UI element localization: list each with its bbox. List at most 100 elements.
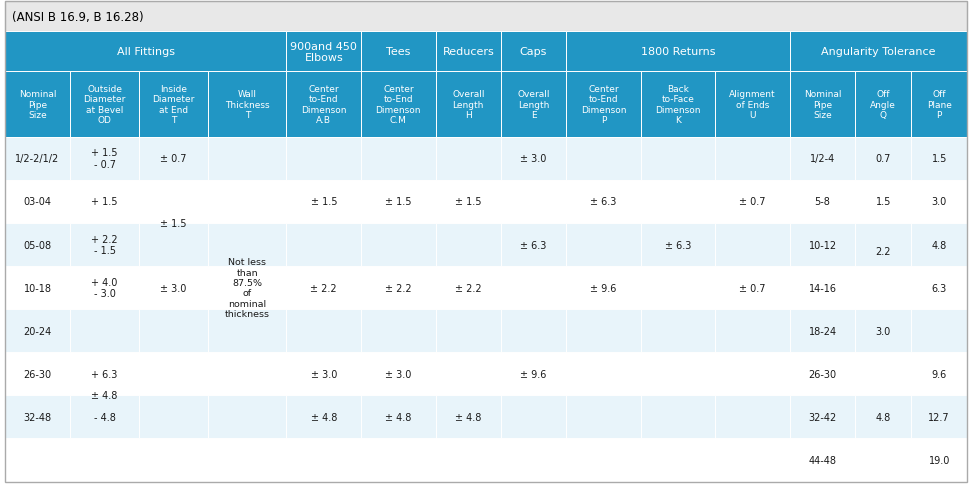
- Bar: [566, 310, 641, 352]
- Bar: [361, 137, 435, 181]
- Bar: [641, 181, 715, 224]
- Text: ± 4.8: ± 4.8: [385, 412, 411, 422]
- Text: Center
to-End
Dimenson
C.M: Center to-End Dimenson C.M: [375, 85, 421, 125]
- Text: 5-8: 5-8: [815, 197, 830, 207]
- Text: ± 0.7: ± 0.7: [740, 197, 766, 207]
- Bar: [501, 224, 566, 267]
- Bar: [208, 72, 287, 137]
- Text: ± 9.6: ± 9.6: [590, 283, 616, 293]
- Text: ± 0.7: ± 0.7: [740, 283, 766, 293]
- Bar: [501, 267, 566, 310]
- Text: 32-42: 32-42: [809, 412, 837, 422]
- Bar: [641, 439, 715, 482]
- Bar: [566, 32, 790, 72]
- Text: Overall
Length
H: Overall Length H: [452, 90, 484, 120]
- Text: ± 2.2: ± 2.2: [385, 283, 412, 293]
- Bar: [911, 267, 967, 310]
- Bar: [208, 395, 287, 439]
- Bar: [501, 181, 566, 224]
- Bar: [641, 395, 715, 439]
- Bar: [208, 439, 287, 482]
- Bar: [361, 352, 435, 395]
- Text: Off
Angle
Q: Off Angle Q: [870, 90, 896, 120]
- Bar: [435, 181, 501, 224]
- Bar: [641, 352, 715, 395]
- Bar: [5, 181, 70, 224]
- Text: 18-24: 18-24: [809, 326, 837, 336]
- Bar: [790, 395, 855, 439]
- Text: All Fittings: All Fittings: [117, 47, 175, 57]
- Text: ± 4.8: ± 4.8: [311, 412, 337, 422]
- Bar: [208, 137, 287, 181]
- Bar: [501, 32, 566, 72]
- Bar: [855, 310, 911, 352]
- Bar: [911, 439, 967, 482]
- Bar: [70, 352, 139, 395]
- Text: Nominal
Pipe
Size: Nominal Pipe Size: [804, 90, 842, 120]
- Bar: [208, 267, 287, 310]
- Bar: [855, 181, 911, 224]
- Bar: [911, 181, 967, 224]
- Text: Alignment
of Ends
U: Alignment of Ends U: [729, 90, 776, 120]
- Bar: [715, 439, 790, 482]
- Bar: [911, 352, 967, 395]
- Text: ± 6.3: ± 6.3: [520, 240, 546, 250]
- Text: 0.7: 0.7: [876, 154, 891, 164]
- Text: 3.0: 3.0: [931, 197, 947, 207]
- Bar: [287, 395, 361, 439]
- Bar: [566, 267, 641, 310]
- Text: 12.7: 12.7: [928, 412, 950, 422]
- Bar: [435, 439, 501, 482]
- Bar: [361, 224, 435, 267]
- Bar: [855, 137, 911, 181]
- Bar: [208, 352, 287, 395]
- Text: 10-18: 10-18: [23, 283, 52, 293]
- Bar: [435, 224, 501, 267]
- Text: Nominal
Pipe
Size: Nominal Pipe Size: [18, 90, 56, 120]
- Bar: [790, 439, 855, 482]
- Bar: [70, 395, 139, 439]
- Text: Center
to-End
Dimenson
P: Center to-End Dimenson P: [580, 85, 626, 125]
- Text: 05-08: 05-08: [23, 240, 52, 250]
- Text: 03-04: 03-04: [23, 197, 52, 207]
- Bar: [208, 310, 287, 352]
- Bar: [855, 267, 911, 310]
- Bar: [911, 224, 967, 267]
- Bar: [70, 395, 139, 439]
- Bar: [715, 224, 790, 267]
- Text: ± 1.5: ± 1.5: [160, 218, 187, 228]
- Text: ± 9.6: ± 9.6: [520, 369, 546, 379]
- Text: Center
to-End
Dimenson
A.B: Center to-End Dimenson A.B: [301, 85, 346, 125]
- Bar: [361, 439, 435, 482]
- Bar: [287, 352, 361, 395]
- Text: Reducers: Reducers: [442, 47, 494, 57]
- Bar: [790, 267, 855, 310]
- Bar: [715, 181, 790, 224]
- Bar: [287, 72, 361, 137]
- Text: 1/2-4: 1/2-4: [810, 154, 835, 164]
- Bar: [208, 181, 287, 224]
- Text: ± 1.5: ± 1.5: [455, 197, 481, 207]
- Bar: [566, 395, 641, 439]
- Text: 14-16: 14-16: [809, 283, 837, 293]
- Bar: [139, 439, 208, 482]
- Bar: [790, 310, 855, 352]
- Text: 6.3: 6.3: [931, 283, 947, 293]
- Text: 1.5: 1.5: [876, 197, 891, 207]
- Bar: [139, 72, 208, 137]
- Bar: [855, 439, 911, 482]
- Text: (ANSI B 16.9, B 16.28): (ANSI B 16.9, B 16.28): [12, 11, 143, 24]
- Bar: [790, 181, 855, 224]
- Bar: [208, 395, 287, 439]
- Text: ± 3.0: ± 3.0: [160, 283, 187, 293]
- Bar: [139, 352, 208, 395]
- Text: Off
Plane
P: Off Plane P: [926, 90, 952, 120]
- Bar: [435, 395, 501, 439]
- Text: ± 3.0: ± 3.0: [520, 154, 546, 164]
- Bar: [566, 352, 641, 395]
- Bar: [208, 267, 287, 310]
- Bar: [70, 224, 139, 267]
- Bar: [855, 352, 911, 395]
- Bar: [139, 267, 208, 310]
- Text: + 2.2
- 1.5: + 2.2 - 1.5: [91, 234, 118, 256]
